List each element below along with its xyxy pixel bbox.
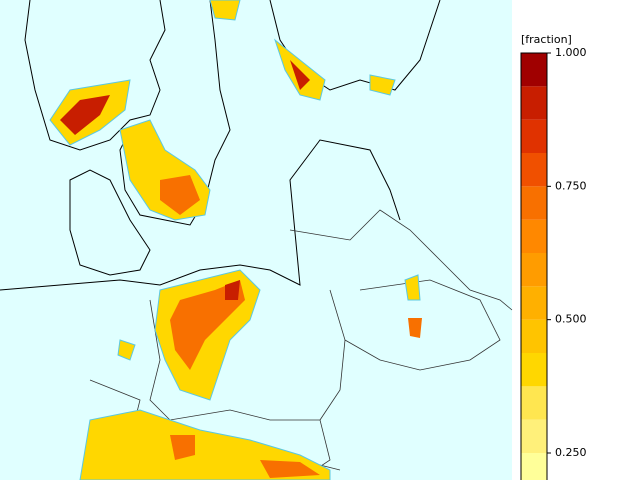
colorbar-band	[521, 53, 547, 87]
colorbar-band	[521, 452, 547, 480]
colorbar-band	[521, 186, 547, 220]
colorbar: 1.000 0.750 0.500 0.250	[520, 46, 587, 480]
colorbar-band	[521, 286, 547, 320]
colorbar-label: [fraction]	[521, 33, 572, 46]
colorbar-band	[521, 119, 547, 153]
colorbar-band	[521, 352, 547, 387]
colorbar-band	[521, 219, 547, 253]
colorbar-band	[521, 86, 547, 120]
colorbar-tick-label: 1.000	[555, 46, 587, 59]
colorbar-tick-label: 0.750	[555, 179, 587, 192]
colorbar-band	[521, 252, 547, 287]
colorbar-tick-label: 0.500	[555, 313, 587, 326]
colorbar-tick-label: 0.250	[555, 446, 587, 459]
map	[0, 0, 513, 480]
colorbar-band	[521, 419, 547, 453]
colorbar-band	[521, 319, 547, 353]
colorbar-frame	[520, 52, 548, 480]
colorbar-band	[521, 152, 547, 187]
colorbar-band	[521, 386, 547, 420]
